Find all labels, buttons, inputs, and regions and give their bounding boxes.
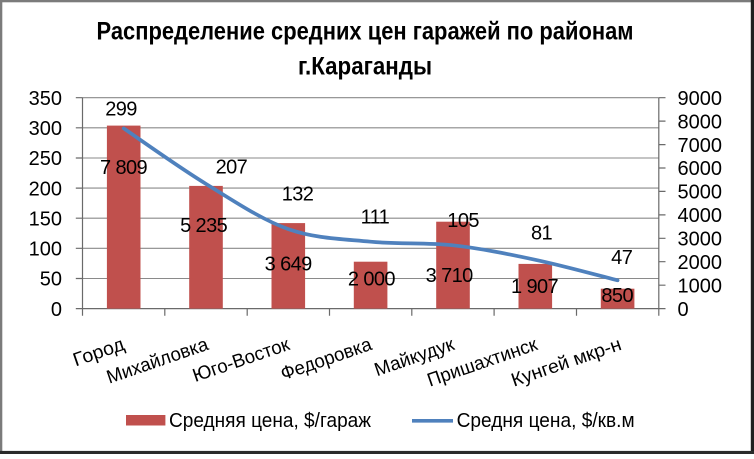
svg-text:7 809: 7 809 [100, 157, 148, 179]
svg-text:1000: 1000 [678, 275, 723, 297]
svg-text:50: 50 [40, 269, 62, 291]
svg-text:47: 47 [611, 247, 633, 269]
svg-text:3 649: 3 649 [265, 253, 313, 275]
svg-text:850: 850 [601, 285, 633, 307]
svg-text:5000: 5000 [678, 182, 723, 204]
svg-text:0: 0 [51, 299, 62, 321]
svg-text:3 710: 3 710 [426, 265, 474, 287]
svg-text:8000: 8000 [678, 111, 723, 133]
svg-text:9000: 9000 [678, 88, 723, 110]
svg-text:г.Караганды: г.Караганды [298, 53, 432, 81]
svg-text:200: 200 [29, 178, 62, 200]
svg-text:2000: 2000 [678, 252, 723, 274]
svg-text:Распределение средних цен гара: Распределение средних цен гаражей по рай… [97, 18, 634, 46]
svg-text:2 000: 2 000 [348, 269, 396, 291]
svg-text:5 235: 5 235 [180, 215, 228, 237]
svg-text:105: 105 [447, 210, 479, 232]
svg-text:100: 100 [29, 239, 62, 261]
svg-text:350: 350 [29, 88, 62, 110]
svg-text:299: 299 [105, 99, 137, 121]
svg-text:111: 111 [361, 207, 390, 229]
svg-text:0: 0 [678, 299, 689, 321]
svg-text:207: 207 [216, 157, 248, 179]
svg-text:Средняя цена, $/гараж: Средняя цена, $/гараж [169, 410, 372, 432]
svg-text:132: 132 [282, 184, 314, 206]
svg-text:1 907: 1 907 [511, 276, 559, 298]
svg-text:300: 300 [29, 118, 62, 140]
svg-text:7000: 7000 [678, 135, 723, 157]
svg-text:81: 81 [531, 223, 553, 245]
svg-text:3000: 3000 [678, 229, 723, 251]
svg-text:6000: 6000 [678, 158, 723, 180]
svg-text:150: 150 [29, 208, 62, 230]
svg-text:Средня цена, $/кв.м: Средня цена, $/кв.м [457, 410, 635, 432]
svg-text:250: 250 [29, 148, 62, 170]
svg-text:4000: 4000 [678, 205, 723, 227]
